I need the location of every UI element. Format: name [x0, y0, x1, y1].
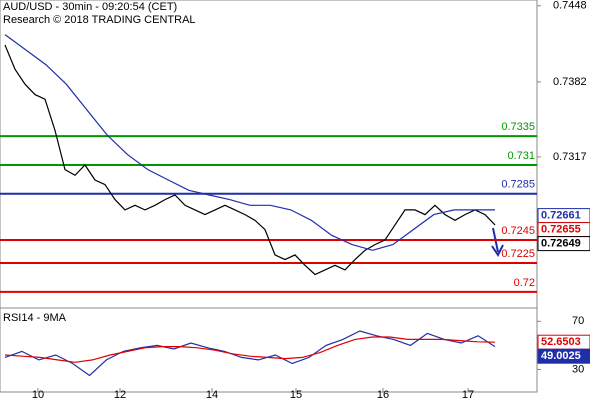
x-tick-label: 17: [462, 389, 474, 400]
price-marker-label: 0.72661: [541, 210, 581, 222]
x-tick-label: 16: [377, 389, 389, 400]
series-line: [4, 330, 496, 377]
price-marker-label: 0.72649: [541, 238, 581, 250]
x-tick-label: 10: [32, 389, 44, 400]
price-marker-label: 49.0025: [541, 350, 581, 362]
x-tick-label: 12: [114, 389, 126, 400]
series-line: [4, 336, 496, 363]
level-label: 0.7225: [501, 248, 535, 260]
y-tick-label: 0.7317: [553, 151, 587, 163]
level-label: 0.7335: [501, 121, 535, 133]
series-line: [4, 34, 495, 251]
price-marker: [537, 236, 590, 252]
y-tick-label: 0.7382: [553, 76, 587, 88]
plot-frame: [0, 0, 538, 393]
level-label: 0.7245: [501, 225, 535, 237]
y-tick-label: 0.7448: [553, 0, 587, 12]
price-marker-label: 52.6503: [541, 336, 581, 348]
price-marker: [537, 348, 590, 364]
level-label: 0.7285: [501, 179, 535, 191]
rsi-title: RSI14 - 9MA: [3, 312, 67, 324]
y-tick-label: 70: [572, 315, 584, 327]
price-marker-label: 0.72655: [541, 224, 581, 236]
y-tick-label: 30: [572, 363, 584, 375]
level-label: 0.72: [514, 277, 535, 289]
chart-subtitle: Research © 2018 TRADING CENTRAL: [3, 14, 196, 26]
x-tick-label: 14: [206, 389, 218, 400]
chart-title: AUD/USD - 30min - 09:20:54 (CET): [3, 1, 177, 13]
level-label: 0.731: [507, 150, 535, 162]
x-tick-label: 15: [290, 389, 302, 400]
series-line: [4, 44, 496, 276]
